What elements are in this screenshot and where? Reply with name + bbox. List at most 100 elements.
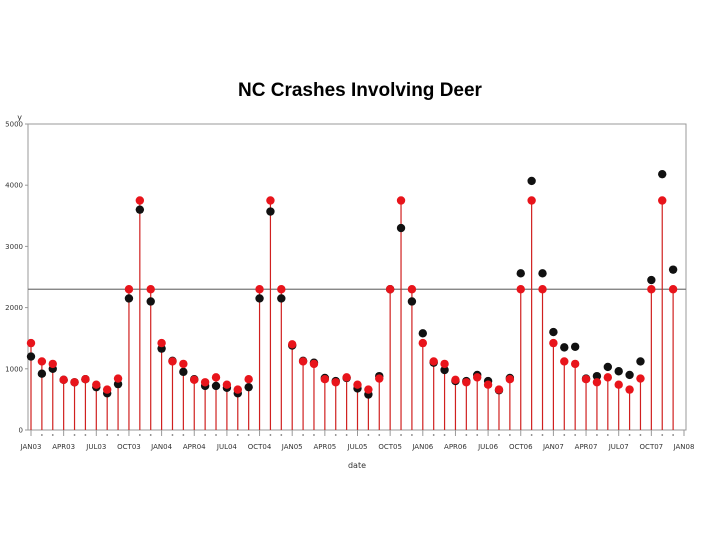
actual-point bbox=[636, 357, 645, 366]
fitted-point bbox=[190, 375, 199, 385]
actual-point bbox=[625, 370, 634, 380]
fitted-point bbox=[298, 357, 308, 366]
x-tick-label: APR04 bbox=[183, 443, 206, 451]
fitted-point bbox=[527, 196, 536, 205]
x-tick-minor bbox=[247, 434, 250, 436]
actual-point bbox=[266, 207, 275, 216]
fitted-point bbox=[146, 285, 155, 294]
x-tick-minor bbox=[204, 434, 207, 436]
fitted-point bbox=[440, 359, 449, 369]
actual-point bbox=[26, 352, 36, 361]
x-tick-label: JUL07 bbox=[608, 443, 629, 451]
x-tick-minor bbox=[574, 434, 577, 436]
fitted-point bbox=[647, 285, 656, 294]
y-tick-label: 0 bbox=[19, 427, 23, 435]
x-tick-minor bbox=[596, 434, 598, 436]
fitted-point bbox=[320, 375, 330, 384]
fitted-point bbox=[70, 378, 79, 387]
x-tick-label: OCT03 bbox=[117, 443, 141, 451]
fitted-point bbox=[483, 380, 493, 389]
fitted-point bbox=[494, 385, 504, 394]
x-tick-minor bbox=[411, 434, 413, 436]
actual-point bbox=[516, 269, 525, 278]
x-tick-label: OCT04 bbox=[248, 443, 272, 451]
fitted-point bbox=[342, 373, 351, 382]
needles-group bbox=[30, 200, 674, 430]
x-tick-minor bbox=[476, 434, 479, 436]
actual-point bbox=[560, 343, 569, 352]
x-tick-minor bbox=[280, 434, 283, 436]
fitted-point bbox=[636, 374, 645, 383]
actual-point bbox=[592, 371, 602, 381]
fitted-point bbox=[353, 380, 362, 389]
fitted-point bbox=[157, 338, 166, 348]
actual-point bbox=[407, 297, 417, 306]
actual-point bbox=[277, 294, 286, 303]
fitted-point bbox=[309, 359, 319, 369]
x-tick-minor bbox=[73, 434, 76, 436]
x-tick-minor bbox=[40, 434, 43, 436]
fitted-point bbox=[538, 285, 547, 294]
fitted-points-group bbox=[26, 196, 678, 394]
actual-point bbox=[538, 269, 547, 278]
x-tick-minor bbox=[498, 434, 500, 436]
x-tick-minor bbox=[313, 434, 315, 436]
actual-point bbox=[146, 297, 155, 306]
actual-point bbox=[647, 275, 656, 285]
fitted-point bbox=[581, 375, 591, 384]
fitted-point bbox=[625, 385, 634, 394]
x-tick-label: JAN03 bbox=[20, 443, 42, 451]
x-tick-minor bbox=[465, 434, 468, 436]
fitted-point bbox=[92, 380, 101, 389]
fitted-point bbox=[135, 196, 145, 205]
fitted-point bbox=[211, 373, 221, 382]
fitted-point bbox=[124, 285, 134, 294]
x-tick-label: JUL06 bbox=[477, 443, 499, 451]
x-tick-label: JAN06 bbox=[411, 443, 433, 451]
actual-point bbox=[396, 223, 406, 233]
fitted-point bbox=[48, 359, 57, 369]
fitted-point bbox=[505, 375, 515, 384]
x-tick-minor bbox=[661, 434, 664, 436]
x-tick-minor bbox=[51, 434, 54, 436]
y-tick-label: 1000 bbox=[5, 365, 23, 373]
fitted-point bbox=[462, 378, 471, 387]
x-tick-label: JUL03 bbox=[85, 443, 106, 451]
actual-point bbox=[570, 342, 580, 351]
axes: y date bbox=[17, 113, 687, 470]
x-tick-minor bbox=[345, 434, 348, 436]
fitted-point bbox=[516, 285, 525, 294]
fitted-point bbox=[429, 357, 438, 366]
x-tick-minor bbox=[639, 434, 642, 436]
fitted-point bbox=[233, 385, 242, 394]
actual-point bbox=[211, 381, 221, 391]
x-tick-minor bbox=[378, 434, 381, 436]
fitted-point bbox=[179, 359, 188, 369]
y-tick-label: 4000 bbox=[5, 182, 23, 190]
fitted-point bbox=[26, 338, 36, 348]
fitted-point bbox=[560, 357, 569, 366]
x-tick-minor bbox=[672, 434, 675, 436]
chart-title: NC Crashes Involving Deer bbox=[238, 80, 482, 101]
x-tick-minor bbox=[367, 434, 370, 436]
actual-point bbox=[135, 205, 145, 214]
x-tick-label: APR07 bbox=[575, 443, 598, 451]
fitted-point bbox=[168, 357, 177, 366]
x-tick-minor bbox=[117, 434, 119, 436]
x-tick-minor bbox=[138, 434, 141, 436]
y-tick-label: 3000 bbox=[5, 243, 23, 251]
x-tick-label: APR06 bbox=[444, 443, 467, 451]
fitted-point bbox=[614, 380, 623, 389]
fitted-point bbox=[407, 285, 417, 294]
fitted-point bbox=[102, 385, 112, 394]
y-tick-label: 5000 bbox=[5, 121, 23, 129]
x-tick-minor bbox=[541, 434, 544, 436]
actual-point bbox=[37, 369, 47, 378]
x-tick-minor bbox=[269, 434, 272, 436]
fitted-point bbox=[331, 378, 340, 387]
x-tick-label: JUL05 bbox=[347, 443, 368, 451]
fitted-point bbox=[59, 375, 68, 385]
fitted-point bbox=[592, 378, 602, 387]
actual-point bbox=[549, 327, 558, 337]
x-tick-label: OCT07 bbox=[640, 443, 664, 451]
